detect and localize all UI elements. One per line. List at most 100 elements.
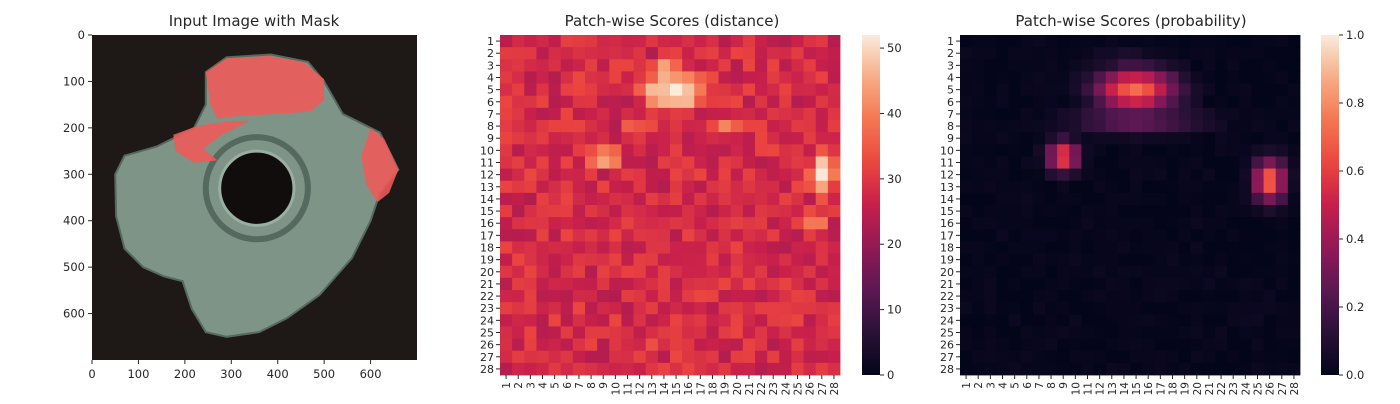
heatmap-cell [1142,35,1155,48]
x-tick-label: 18 [708,382,720,395]
heatmap-cell [1093,326,1107,339]
heatmap-cell [972,168,985,182]
heatmap-cell [536,192,549,206]
heatmap-cell [1202,205,1216,218]
heatmap-cell [730,144,744,157]
heatmap-cell [1166,192,1179,206]
heatmap-cell [512,229,525,242]
heatmap-cell [1045,71,1058,84]
heatmap-cell [767,59,780,72]
heatmap-cell [1105,120,1119,133]
heatmap-cell [1142,241,1155,254]
heatmap-cell [1045,302,1058,315]
heatmap-cell [1166,253,1179,267]
heatmap-cell [585,205,598,218]
heatmap-cell [1215,265,1228,279]
heatmap-cell [1045,265,1058,279]
heatmap-cell [1263,144,1277,157]
heatmap-cell [827,241,841,254]
heatmap-cell [1057,205,1070,218]
heatmap-cell [972,120,985,133]
heatmap-cell [1227,338,1240,352]
heatmap-cell [706,350,719,364]
heatmap-cell [960,241,973,254]
heatmap-cell [1008,59,1022,72]
heatmap-cell [1045,35,1058,48]
heatmap-cell [996,205,1009,218]
heatmap-cell [1020,47,1034,60]
heatmap-cell [500,144,513,157]
heatmap-cell [1215,217,1228,230]
heatmap-cell [585,168,598,182]
heatmap-cell [609,338,622,352]
heatmap-cell [1032,362,1046,376]
heatmap-cell [609,241,622,254]
heatmap-cell [730,302,744,315]
heatmap-cell [803,95,817,109]
heatmap-cell [524,168,537,182]
heatmap-cell [803,290,817,303]
heatmap-cell [560,168,574,182]
y-tick-label: 600 [63,307,85,321]
y-tick-label: 4 [487,72,494,85]
heatmap-cell [1093,144,1107,157]
heatmap-cell [960,95,973,109]
heatmap-cell [524,59,537,72]
heatmap-cell [1105,362,1119,376]
heatmap-cell [972,253,985,267]
heatmap-cell [1202,168,1216,182]
heatmap-cell [694,47,707,60]
heatmap-cell [524,83,537,97]
heatmap-cell [609,314,622,327]
heatmap-cell [1287,350,1301,364]
heatmap-cell [1251,302,1264,315]
heatmap-cell [742,265,756,279]
heatmap-cell [621,120,634,133]
heatmap-cell [779,107,792,121]
y-tick-label: 7 [947,108,954,121]
heatmap-cell [1117,83,1131,97]
mask-region-2 [173,120,250,163]
heatmap-cell [1239,229,1252,242]
heatmap-cell [706,144,719,157]
heatmap-cell [548,217,562,230]
heatmap-cell [791,314,804,327]
x-tick-label: 9 [1058,382,1070,389]
heatmap-cell [1032,180,1046,194]
heatmap-cell [755,350,768,364]
heatmap-cell [767,168,780,182]
heatmap-cell [560,241,574,254]
heatmap-cell [536,95,549,109]
heatmap-cell [524,132,537,145]
heatmap-cell [1105,132,1119,145]
heatmap-cell [984,362,997,376]
heatmap-cell [1093,59,1107,72]
heatmap-cell [1130,95,1143,109]
heatmap-cell [1202,95,1216,109]
y-tick-label: 10 [940,144,954,157]
heatmap-cell [621,107,634,121]
heatmap-cell [1008,132,1022,145]
heatmap-cell [1045,107,1058,121]
heatmap-cell [960,290,973,303]
heatmap-cell [755,277,768,291]
probability-heatmap-axes: 1234567891011121314151617181920212223242… [940,35,1301,395]
heatmap-cell [1202,277,1216,291]
heatmap-cell [1251,290,1264,303]
heatmap-cell [1045,290,1058,303]
heatmap-cell [548,290,562,303]
heatmap-cell [972,326,985,339]
heatmap-cell [1154,35,1167,48]
heatmap-cell [1239,47,1252,60]
heatmap-cell [512,265,525,279]
heatmap-cell [742,107,756,121]
heatmap-cell [1032,326,1046,339]
heatmap-cell [512,83,525,97]
panel-distance-heatmap: Patch-wise Scores (distance) 12345678910… [480,12,902,395]
heatmap-cell [718,35,732,48]
heatmap-cell [972,229,985,242]
heatmap-cell [585,265,598,279]
heatmap-cell [815,229,829,242]
heatmap-cell [500,71,513,84]
